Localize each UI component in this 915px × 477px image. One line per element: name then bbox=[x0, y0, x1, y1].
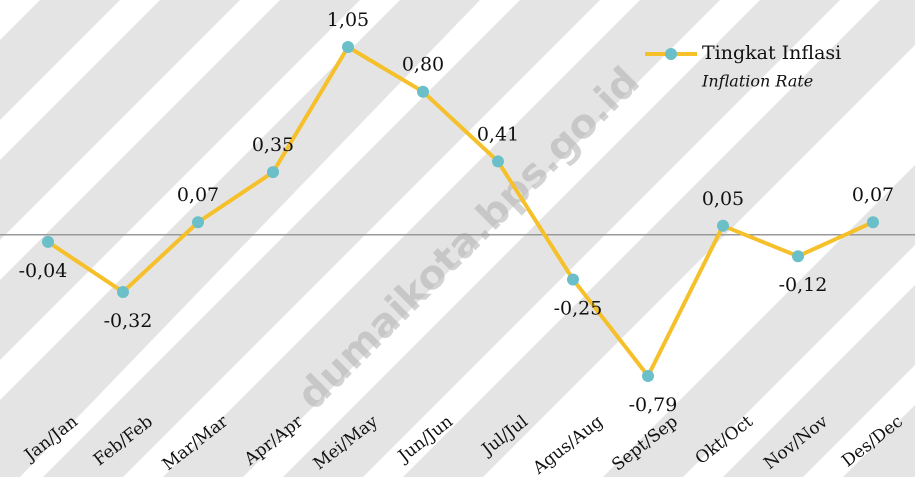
marker bbox=[867, 216, 879, 229]
value-label: 0,07 bbox=[852, 184, 894, 206]
value-label: 0,07 bbox=[177, 184, 219, 206]
marker bbox=[792, 250, 804, 263]
value-label: 0,80 bbox=[402, 54, 444, 76]
marker bbox=[717, 219, 729, 232]
marker bbox=[42, 235, 54, 248]
legend-marker bbox=[665, 48, 677, 60]
legend-label: Tingkat Inflasi bbox=[702, 42, 841, 64]
marker bbox=[267, 166, 279, 179]
value-label: -0,32 bbox=[104, 310, 153, 332]
value-label: 0,35 bbox=[252, 134, 294, 156]
value-label: 0,05 bbox=[702, 188, 744, 210]
marker bbox=[192, 216, 204, 229]
value-label: 0,41 bbox=[477, 123, 519, 145]
value-label: -0,12 bbox=[779, 274, 828, 296]
marker bbox=[117, 285, 129, 298]
x-tick-label: Agus/Aug bbox=[529, 412, 607, 477]
series-line bbox=[46, 45, 874, 378]
marker bbox=[642, 370, 654, 382]
value-label: -0,25 bbox=[554, 297, 603, 319]
legend-subtitle: Inflation Rate bbox=[701, 72, 813, 91]
marker bbox=[342, 41, 354, 53]
value-label: -0,79 bbox=[629, 394, 678, 416]
value-label: 1,05 bbox=[327, 9, 369, 31]
value-label: -0,04 bbox=[19, 260, 68, 282]
marker bbox=[567, 273, 579, 286]
marker bbox=[492, 155, 504, 168]
marker bbox=[417, 85, 429, 98]
